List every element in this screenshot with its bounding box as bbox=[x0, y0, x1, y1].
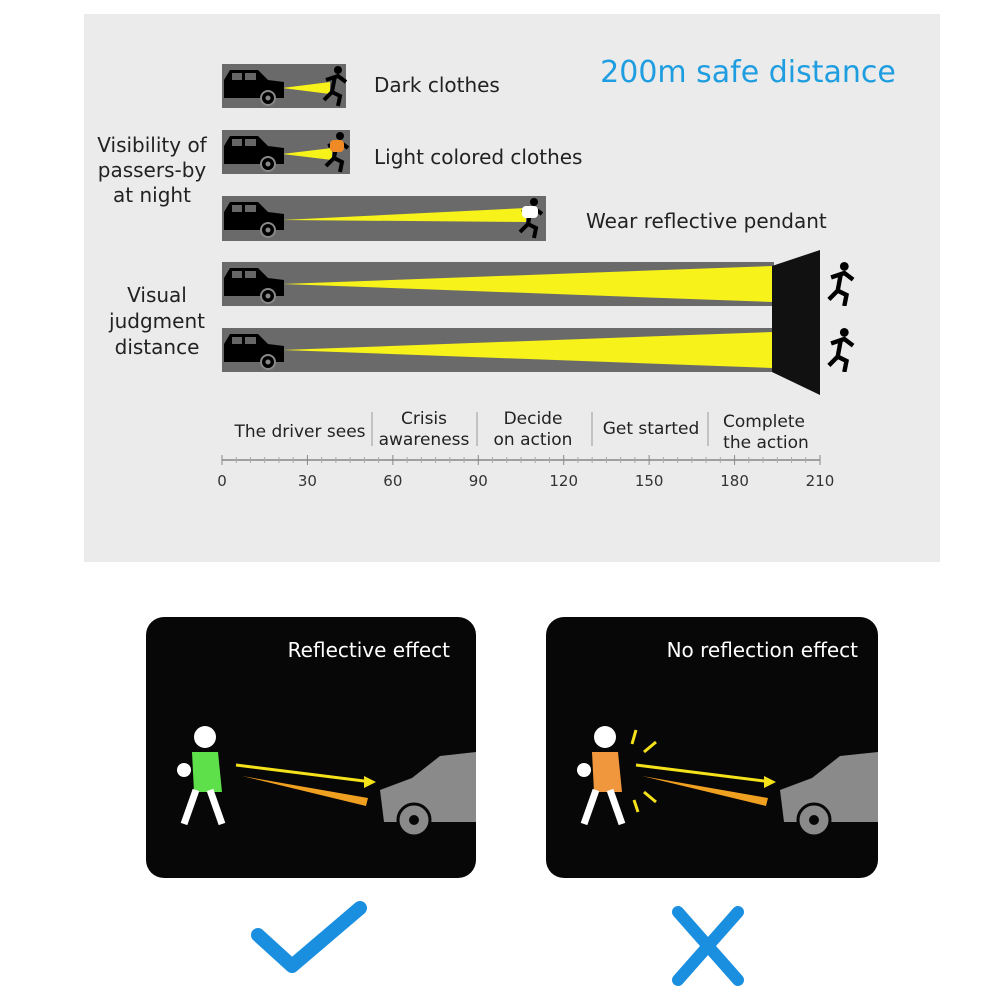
shirt bbox=[192, 752, 222, 792]
light-arrow bbox=[235, 763, 373, 784]
svg-text:Visibility of: Visibility of bbox=[97, 133, 207, 157]
axis-tick-label: 0 bbox=[217, 472, 227, 490]
svg-text:Light colored clothes: Light colored clothes bbox=[374, 145, 582, 169]
shirt bbox=[592, 752, 622, 792]
reflected-beam bbox=[642, 776, 768, 806]
scatter-arrows bbox=[630, 729, 657, 813]
row-light-clothes: Light colored clothes bbox=[222, 130, 582, 174]
svg-text:Visual: Visual bbox=[127, 283, 187, 307]
svg-text:at night: at night bbox=[113, 183, 191, 207]
svg-text:Decide: Decide bbox=[504, 409, 563, 429]
svg-text:Dark clothes: Dark clothes bbox=[374, 73, 500, 97]
axis-tick-label: 180 bbox=[720, 472, 749, 490]
headline: 200m safe distance bbox=[600, 55, 896, 90]
check-icon bbox=[251, 901, 367, 973]
car-icon bbox=[380, 752, 476, 838]
light-arrow bbox=[635, 763, 773, 784]
axis-tick-label: 90 bbox=[469, 472, 488, 490]
visibility-label: Visibility of passers-by at night bbox=[97, 133, 207, 207]
axis-tick-label: 150 bbox=[635, 472, 664, 490]
axis-tick-label: 210 bbox=[806, 472, 835, 490]
svg-text:No reflection effect: No reflection effect bbox=[667, 638, 859, 662]
row-reflective-pendant: Wear reflective pendant bbox=[222, 196, 827, 241]
svg-text:Reflective effect: Reflective effect bbox=[288, 638, 450, 662]
axis-tick-label: 120 bbox=[549, 472, 578, 490]
card-reflective: Reflective effect bbox=[146, 617, 476, 878]
row-judgment-2 bbox=[222, 328, 774, 372]
row-judgment-1 bbox=[222, 262, 774, 306]
svg-text:distance: distance bbox=[115, 335, 200, 359]
svg-text:The driver sees: The driver sees bbox=[233, 422, 365, 442]
svg-text:Get started: Get started bbox=[603, 419, 700, 439]
svg-text:passers-by: passers-by bbox=[98, 158, 207, 182]
axis-tick-label: 60 bbox=[383, 472, 402, 490]
svg-text:on action: on action bbox=[494, 430, 573, 450]
car-icon bbox=[780, 752, 878, 838]
svg-text:the action: the action bbox=[723, 433, 809, 453]
svg-text:Complete: Complete bbox=[723, 412, 805, 432]
barrier bbox=[772, 250, 820, 395]
distance-axis: 0 30 60 90 120 150 180 210 bbox=[217, 455, 834, 490]
card-no-reflection: No reflection effect bbox=[546, 617, 878, 878]
pedestrian-icon bbox=[194, 726, 216, 748]
phase-labels: The driver sees Crisis awareness Decide … bbox=[233, 409, 808, 453]
svg-text:judgment: judgment bbox=[108, 309, 205, 333]
reflected-beam bbox=[242, 776, 368, 806]
row-dark-clothes: Dark clothes bbox=[222, 64, 500, 108]
cross-icon bbox=[672, 906, 744, 986]
svg-text:Crisis: Crisis bbox=[401, 409, 447, 429]
pedestrian-icon bbox=[594, 726, 616, 748]
svg-text:Wear reflective pendant: Wear reflective pendant bbox=[586, 209, 827, 233]
axis-tick-label: 30 bbox=[298, 472, 317, 490]
svg-text:awareness: awareness bbox=[379, 430, 470, 450]
judgment-label: Visual judgment distance bbox=[108, 283, 205, 359]
